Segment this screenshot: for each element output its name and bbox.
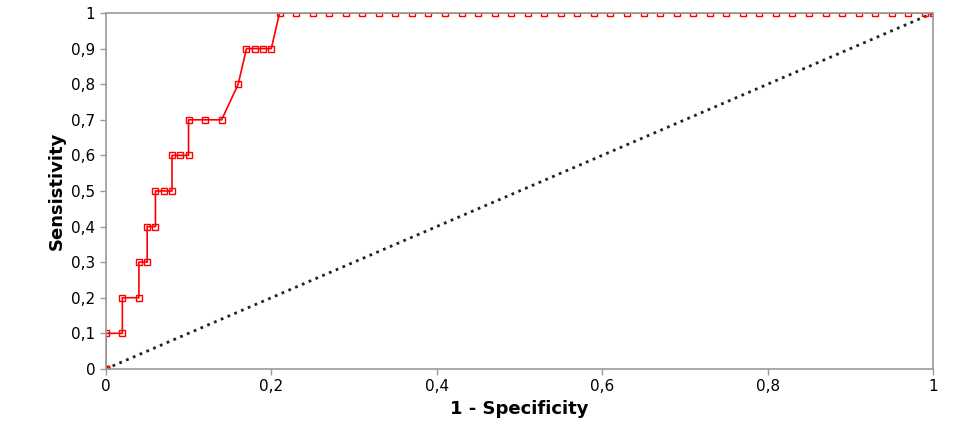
- Y-axis label: Sensistivity: Sensistivity: [47, 132, 65, 250]
- X-axis label: 1 - Specificity: 1 - Specificity: [450, 400, 588, 418]
